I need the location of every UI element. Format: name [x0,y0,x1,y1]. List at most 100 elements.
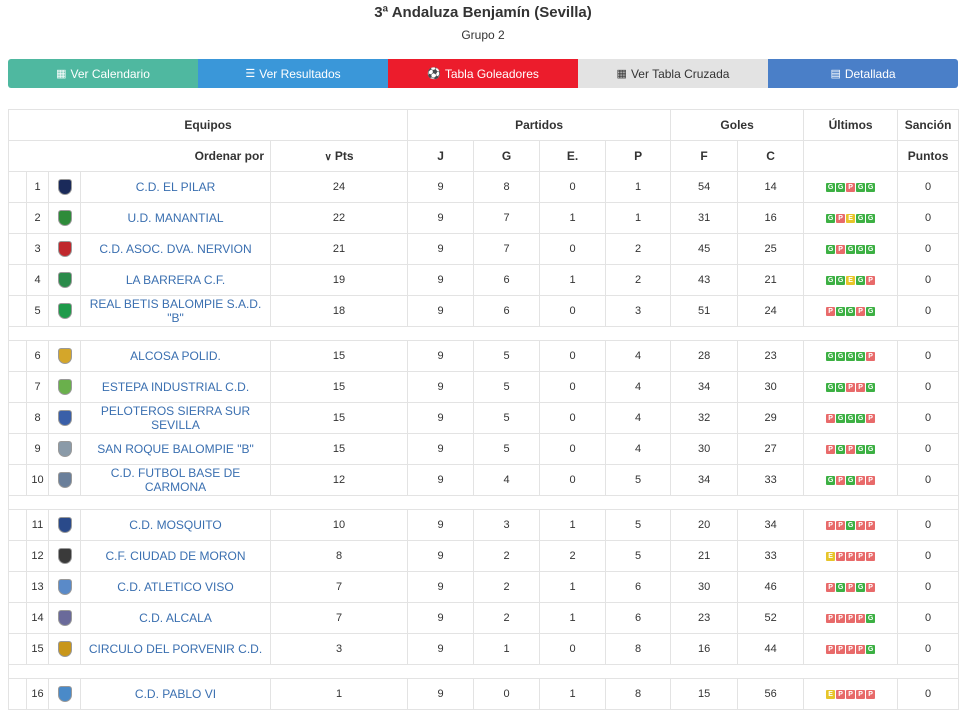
result-badge: P [856,476,866,486]
team-shield [48,678,81,710]
result-badge: G [866,383,876,393]
points: 1 [269,678,409,710]
header-g: G [473,140,541,172]
points: 22 [269,202,409,234]
goals-for: 45 [670,233,739,265]
team-name-link[interactable]: C.D. MOSQUITO [80,509,271,541]
lost: 8 [605,678,672,710]
won: 4 [473,464,541,496]
result-badge: G [856,214,866,224]
sanction-points: 0 [897,295,960,327]
team-crest-icon [57,210,72,226]
played: 9 [407,402,475,434]
scorers-button[interactable]: ⚽ Tabla Goleadores [388,59,578,88]
detailed-button[interactable]: ▤ Detallada [768,59,958,88]
header-e: E. [539,140,607,172]
team-name-link[interactable]: REAL BETIS BALOMPIE S.A.D. "B" [80,295,271,327]
result-badge: G [856,352,866,362]
drawn: 1 [539,602,607,634]
drawn: 1 [539,678,607,710]
page-title: 3ª Andaluza Benjamín (Sevilla) [374,4,592,21]
result-badge: G [866,245,876,255]
position: 7 [26,371,49,403]
header-c: C [737,140,805,172]
result-badge: P [836,645,846,655]
scorers-button-label: Tabla Goleadores [444,66,539,81]
lost: 6 [605,571,672,603]
team-name-link[interactable]: C.F. CIUDAD DE MORON [80,540,271,572]
sanction-points: 0 [897,233,960,265]
won: 5 [473,402,541,434]
team-name-link[interactable]: C.D. PABLO VI [80,678,271,710]
points: 15 [269,340,409,372]
result-badge: P [866,352,876,362]
position: 2 [26,202,49,234]
team-name-link[interactable]: C.D. FUTBOL BASE DE CARMONA [80,464,271,496]
goals-for: 21 [670,540,739,572]
team-name-link[interactable]: C.D. ALCALA [80,602,271,634]
lost: 4 [605,433,672,465]
team-crest-icon [57,303,72,319]
row-spacer [8,371,27,403]
team-name-link[interactable]: ALCOSA POLID. [80,340,271,372]
result-badge: G [826,352,836,362]
team-crest-icon [57,579,72,595]
calendar-button[interactable]: ▦ Ver Calendario [8,59,198,88]
result-badge: G [856,245,866,255]
result-badge: G [866,445,876,455]
row-spacer [8,433,27,465]
goals-against: 33 [737,464,805,496]
result-badge: E [846,276,856,286]
team-name-link[interactable]: PELOTEROS SIERRA SUR SEVILLA [80,402,271,434]
result-badge: P [826,307,836,317]
team-name-link[interactable]: C.D. ASOC. DVA. NERVION [80,233,271,265]
position: 14 [26,602,49,634]
result-badge: G [846,414,856,424]
result-badge: G [836,352,846,362]
drawn: 0 [539,295,607,327]
team-name-link[interactable]: U.D. MANANTIAL [80,202,271,234]
header-partidos: Partidos [407,109,672,141]
result-badge: G [856,445,866,455]
table-row: 3 C.D. ASOC. DVA. NERVION 21 9 7 0 2 45 25 G P G G G 0 [8,233,960,265]
won: 1 [473,633,541,665]
cross-table-button[interactable]: ▦ Ver Tabla Cruzada [578,59,768,88]
goals-against: 52 [737,602,805,634]
result-badge: P [836,614,846,624]
calendar-button-label: Ver Calendario [70,66,150,81]
zone-separator [7,326,960,341]
played: 9 [407,171,475,203]
drawn: 0 [539,371,607,403]
results-button[interactable]: ☰ Ver Resultados [198,59,388,88]
sanction-points: 0 [897,402,960,434]
team-name-link[interactable]: CIRCULO DEL PORVENIR C.D. [80,633,271,665]
points: 7 [269,602,409,634]
position: 1 [26,171,49,203]
team-shield [48,233,81,265]
zone-separator-cell [7,664,960,679]
team-name-link[interactable]: C.D. ATLETICO VISO [80,571,271,603]
team-name-link[interactable]: C.D. EL PILAR [80,171,271,203]
goals-against: 29 [737,402,805,434]
won: 6 [473,264,541,296]
team-name-link[interactable]: ESTEPA INDUSTRIAL C.D. [80,371,271,403]
zone-separator-cell [7,495,960,510]
goals-for: 34 [670,371,739,403]
position: 15 [26,633,49,665]
calendar-icon: ▦ [56,68,67,80]
team-crest-icon [57,410,72,426]
result-badge: G [826,383,836,393]
team-name-link[interactable]: LA BARRERA C.F. [80,264,271,296]
result-badge: G [836,183,846,193]
sort-pts-header[interactable]: ∨ Pts [269,140,409,172]
points: 24 [269,171,409,203]
header-goles: Goles [670,109,805,141]
action-button-bar: ▦ Ver Calendario ☰ Ver Resultados ⚽ Tabla G… [8,59,958,88]
team-name-link[interactable]: SAN ROQUE BALOMPIE "B" [80,433,271,465]
